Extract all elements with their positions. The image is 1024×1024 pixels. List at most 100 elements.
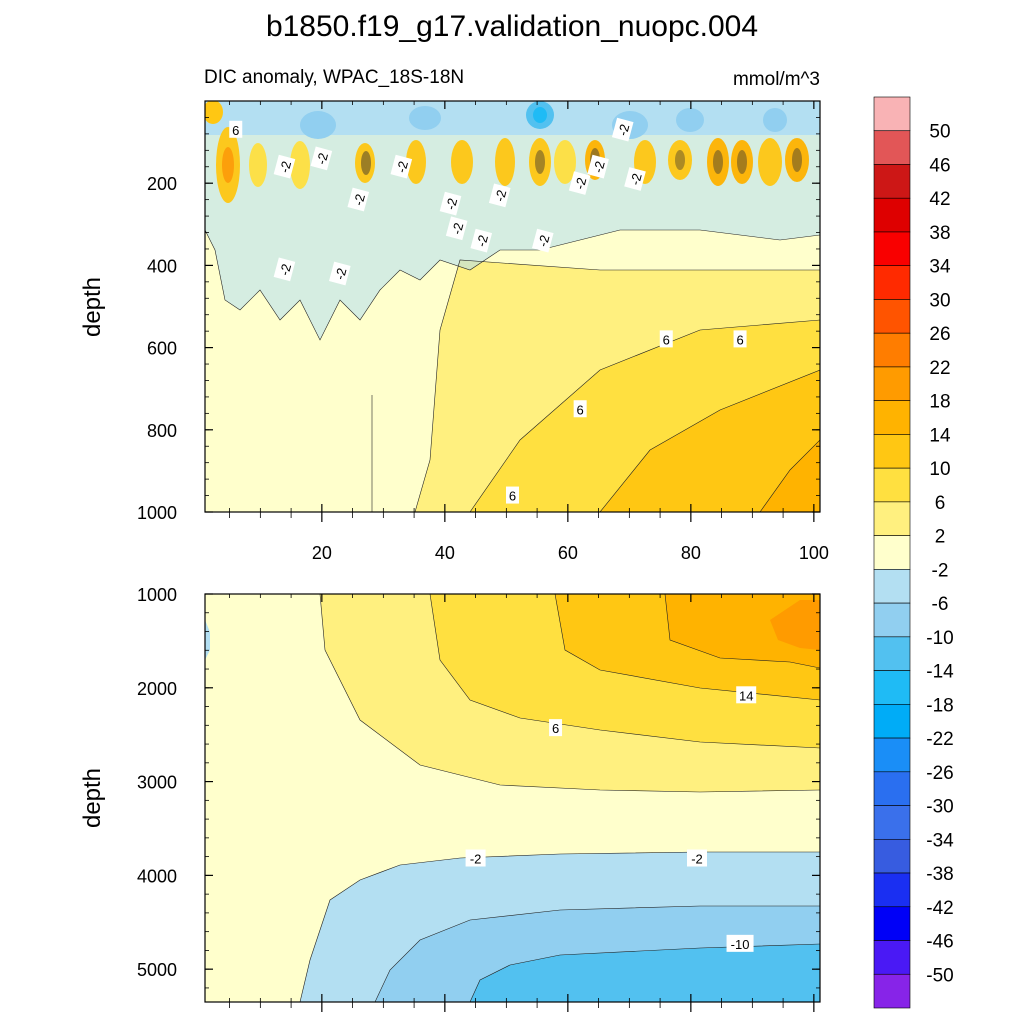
contour-label: 6 [506, 486, 519, 504]
top-plot-frame [204, 100, 821, 513]
colorbar-swatch [873, 805, 911, 840]
y-tick-label: 600 [147, 339, 177, 359]
contour-label: -2 [531, 228, 554, 253]
contour-label: -2 [273, 257, 296, 282]
svg-text:-2: -2 [615, 122, 632, 137]
bottom-contour-field [205, 594, 820, 1002]
colorbar-label: 18 [929, 392, 950, 413]
svg-text:14: 14 [739, 688, 753, 703]
colorbar-swatch [873, 569, 911, 604]
bottom-panel: 1000 2000 3000 4000 5000 depth 14 6 -2 -2 -10 [79, 585, 821, 1012]
bottom-plot-frame [204, 593, 821, 1003]
svg-text:-2: -2 [572, 176, 589, 191]
top-contour-labels: 6-2-2-2-2-2-2-2-2-2-2-2-2-2-2 -26 666 [229, 117, 747, 504]
y-tick-label: 1000 [137, 503, 177, 523]
svg-text:-2: -2 [314, 151, 331, 166]
svg-text:6: 6 [509, 489, 516, 504]
svg-text:-2: -2 [350, 192, 367, 207]
contour-label: -2 [611, 117, 634, 142]
colorbar-swatch [873, 704, 911, 739]
colorbar-swatch [873, 400, 911, 435]
svg-text:6: 6 [663, 332, 670, 347]
colorbar-label: -30 [926, 797, 953, 818]
colorbar-label: -14 [926, 662, 954, 683]
top-axis-ticks: 200 400 600 800 1000 20 40 60 80 100 [137, 100, 829, 563]
colorbar-swatch [873, 906, 911, 941]
y-tick-label: 5000 [137, 960, 177, 980]
colorbar-swatch [873, 332, 911, 368]
contour-label: -2 [273, 154, 296, 179]
colorbar-swatch [873, 96, 911, 132]
colorbar-swatch [873, 130, 911, 165]
colorbar-label: 42 [929, 189, 950, 210]
svg-text:-2: -2 [443, 196, 460, 211]
colorbar-swatch [873, 737, 911, 773]
svg-text:6: 6 [577, 402, 584, 417]
colorbar-swatch [873, 299, 911, 334]
contour-label: -2 [390, 154, 413, 179]
subtitle-left: DIC anomaly, WPAC_18S-18N [204, 67, 464, 88]
colorbar-swatch [873, 467, 911, 503]
contour-label: -2 [687, 849, 707, 867]
colorbar-label: -10 [926, 628, 953, 649]
colorbar-swatch [873, 265, 911, 300]
colorbar-label: 6 [935, 493, 946, 514]
contour-label: -2 [568, 171, 591, 195]
top-contour-field [205, 101, 820, 512]
y-tick-label: 1000 [137, 585, 177, 605]
svg-text:-2: -2 [449, 221, 466, 236]
colorbar-swatch [873, 838, 911, 874]
svg-text:-10: -10 [731, 937, 750, 952]
colorbar-label: 50 [929, 122, 950, 143]
colorbar-label: 26 [929, 324, 950, 345]
contour-label: -2 [347, 187, 370, 212]
contour-label: 6 [733, 330, 747, 348]
colorbar-swatch [873, 164, 911, 199]
svg-text:-2: -2 [627, 172, 644, 187]
x-tick-label: 60 [558, 543, 578, 563]
svg-text:-2: -2 [332, 266, 349, 281]
colorbar-label: -6 [932, 594, 949, 615]
colorbar-swatch [873, 771, 911, 806]
colorbar-label: 34 [929, 257, 951, 278]
colorbar-swatch [873, 973, 911, 1009]
contour-label: -2 [488, 183, 511, 208]
colorbar-label: -46 [926, 932, 953, 953]
colorbar-label: -50 [926, 965, 953, 986]
contour-label: 6 [573, 400, 587, 418]
contour-label: -2 [310, 146, 333, 171]
y-tick-label: 4000 [137, 866, 177, 886]
colorbar-label: 10 [929, 459, 950, 480]
svg-text:-2: -2 [492, 188, 509, 203]
colorbar-swatch [873, 602, 911, 638]
svg-text:-2: -2 [691, 851, 703, 866]
svg-text:-2: -2 [394, 159, 411, 174]
colorbar-swatch [873, 872, 911, 908]
contour-label: -2 [329, 261, 351, 286]
svg-text:-2: -2 [590, 159, 607, 174]
x-tick-label: 40 [435, 543, 455, 563]
top-ylabel: depth [79, 277, 106, 337]
colorbar-label: 30 [929, 290, 950, 311]
x-tick-label: 20 [312, 543, 332, 563]
colorbar-label: -26 [926, 763, 953, 784]
colorbar-swatch [873, 636, 911, 671]
svg-text:-2: -2 [277, 159, 294, 174]
svg-text:6: 6 [736, 332, 743, 347]
colorbar-label: -2 [932, 560, 949, 581]
colorbar-label: 38 [929, 223, 950, 244]
contour-label: 6 [549, 719, 563, 737]
contour-label: -2 [465, 849, 486, 867]
colorbar-swatch [873, 940, 911, 975]
colorbar-label: 2 [935, 527, 946, 548]
y-tick-label: 400 [147, 256, 177, 276]
svg-text:-2: -2 [535, 233, 552, 248]
colorbar-label: -42 [926, 898, 953, 919]
colorbar-label: 46 [929, 155, 950, 176]
colorbar-swatch [873, 535, 911, 570]
subtitle-units: mmol/m^3 [733, 69, 820, 90]
contour-label: -2 [445, 216, 468, 241]
bottom-contour-labels: 14 6 -2 -2 -10 [465, 686, 757, 952]
contour-label: -2 [470, 228, 493, 253]
colorbar-label: 22 [929, 358, 950, 379]
